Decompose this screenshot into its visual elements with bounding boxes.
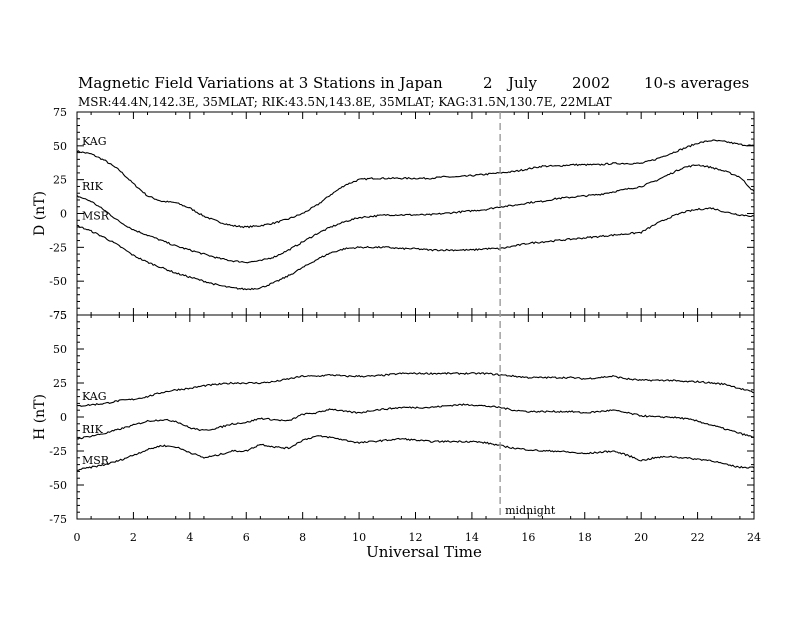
y-tick-label: 0 xyxy=(60,411,67,424)
x-tick-label: 0 xyxy=(74,531,81,544)
panel-frame xyxy=(76,314,755,520)
series-line-kag xyxy=(76,139,755,229)
y-tick-label: -75 xyxy=(49,513,67,526)
panel-horizontal: 75 50 25 0 -25 -50 -75 H (nT) KAG RIK MSR xyxy=(32,309,755,526)
series-label-rik: RIK xyxy=(82,423,104,436)
series-label-kag: KAG xyxy=(82,135,107,148)
series-line-rik xyxy=(76,403,755,440)
title-day: 2 xyxy=(483,74,493,92)
x-axis-label: Universal Time xyxy=(366,543,482,561)
y-tick-label: 50 xyxy=(53,343,67,356)
y-tick-label: 75 xyxy=(53,309,67,322)
series-label-kag: KAG xyxy=(82,390,107,403)
title-month: July xyxy=(506,74,537,92)
x-tick-label: 18 xyxy=(578,531,592,544)
x-tick-label: 10 xyxy=(352,531,366,544)
y-tick-label: 0 xyxy=(60,208,67,221)
x-axis: 0 2 4 6 8 10 12 14 16 18 20 22 24 xyxy=(74,531,762,544)
series-line-kag xyxy=(76,372,755,407)
series-label-msr: MSR xyxy=(82,210,110,223)
midnight-marker: midnight xyxy=(499,112,556,519)
y-tick-label: -75 xyxy=(49,309,67,322)
panel-declination: 75 50 25 0 -25 -50 -75 D (nT) KAG RIK MSR xyxy=(32,106,755,322)
chart-title: Magnetic Field Variations at 3 Stations … xyxy=(78,74,749,92)
y-tick-label: 75 xyxy=(53,106,67,119)
y-tick-label: -50 xyxy=(49,479,67,492)
series-label-msr: MSR xyxy=(82,454,110,467)
midnight-label: midnight xyxy=(505,504,556,517)
y-tick-label: 25 xyxy=(53,174,67,187)
y-tick-label: 50 xyxy=(53,140,67,153)
series-label-rik: RIK xyxy=(82,180,104,193)
y-tick-label: -25 xyxy=(49,241,67,254)
x-tick-label: 24 xyxy=(747,531,761,544)
y-tick-label: -50 xyxy=(49,275,67,288)
x-tick-label: 8 xyxy=(299,531,306,544)
x-tick-label: 14 xyxy=(465,531,479,544)
chart-subtitle: MSR:44.4N,142.3E, 35MLAT; RIK:43.5N,143.… xyxy=(78,95,612,109)
y-axis-label: D (nT) xyxy=(32,191,48,236)
x-tick-label: 4 xyxy=(186,531,193,544)
panel-frame xyxy=(76,111,755,316)
series-line-msr xyxy=(76,435,755,471)
x-tick-label: 20 xyxy=(634,531,648,544)
x-tick-label: 6 xyxy=(243,531,250,544)
title-year: 2002 xyxy=(572,74,610,92)
x-tick-label: 2 xyxy=(130,531,137,544)
title-averaging: 10-s averages xyxy=(644,74,749,92)
x-tick-label: 16 xyxy=(521,531,535,544)
x-tick-label: 12 xyxy=(409,531,423,544)
series-line-rik xyxy=(76,164,755,264)
title-text: Magnetic Field Variations at 3 Stations … xyxy=(78,74,443,92)
series-line-msr xyxy=(76,207,755,291)
y-axis-label: H (nT) xyxy=(32,394,48,440)
y-tick-label: -25 xyxy=(49,445,67,458)
x-tick-label: 22 xyxy=(691,531,705,544)
y-tick-label: 25 xyxy=(53,377,67,390)
